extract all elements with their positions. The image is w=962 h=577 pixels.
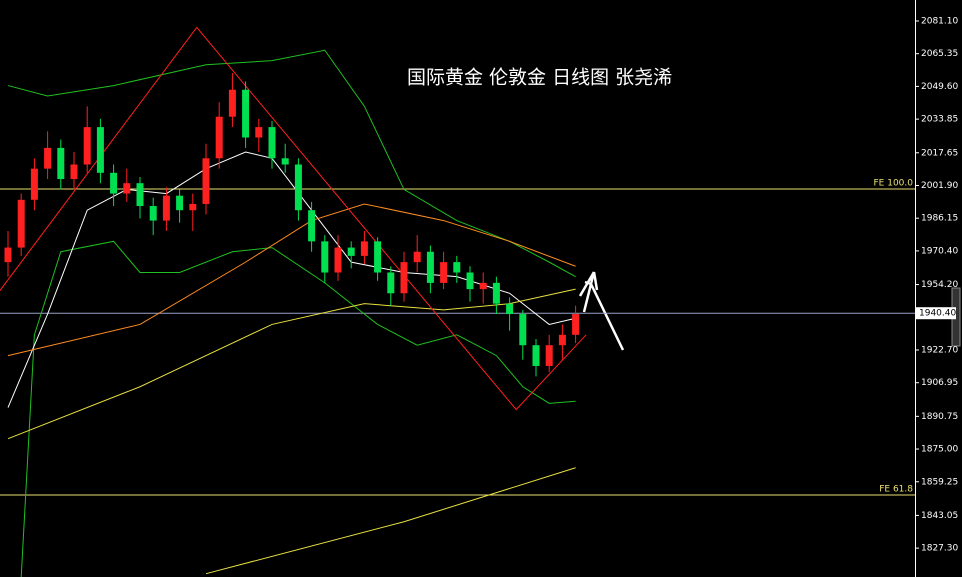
candle-body bbox=[83, 127, 91, 165]
candle-body bbox=[44, 147, 52, 169]
level-label: FE 61.8 bbox=[879, 484, 913, 494]
candle-body bbox=[123, 183, 131, 194]
candle-body bbox=[136, 183, 144, 207]
candle-body bbox=[162, 195, 170, 221]
y-tick-label: 2049.60 bbox=[921, 82, 958, 92]
y-tick-label: 1859.25 bbox=[921, 477, 958, 487]
y-tick-label: 2065.35 bbox=[921, 49, 958, 59]
indicator-line bbox=[7, 203, 576, 357]
candle-body bbox=[70, 164, 78, 180]
candle-body bbox=[334, 247, 342, 273]
y-tick-label: 1986.15 bbox=[921, 214, 958, 224]
candle-body bbox=[479, 282, 487, 290]
candle-body bbox=[400, 262, 408, 294]
candle-body bbox=[374, 241, 382, 273]
candle-body bbox=[17, 199, 25, 248]
candle-body bbox=[466, 272, 474, 290]
y-tick-label: 1954.20 bbox=[921, 280, 958, 290]
candle-body bbox=[387, 272, 395, 294]
indicator-line bbox=[205, 467, 576, 575]
y-tick-label: 2001.90 bbox=[921, 181, 958, 191]
y-tick-label: 1890.75 bbox=[921, 412, 958, 422]
candle-body bbox=[30, 168, 38, 200]
candle-body bbox=[321, 241, 329, 273]
candle-body bbox=[572, 314, 580, 335]
y-tick-label: 1970.40 bbox=[921, 246, 958, 256]
candle-body bbox=[4, 247, 12, 263]
candle-body bbox=[426, 251, 434, 283]
candle-body bbox=[519, 314, 527, 346]
arrow bbox=[578, 271, 625, 351]
y-tick-label: 1875.00 bbox=[921, 445, 958, 455]
candle-body bbox=[347, 247, 355, 256]
candle-body bbox=[242, 89, 250, 138]
candle-body bbox=[506, 303, 514, 315]
candle-body bbox=[215, 116, 223, 159]
y-tick-label: 1906.95 bbox=[921, 378, 958, 388]
candle-body bbox=[281, 158, 289, 165]
candle-body bbox=[149, 206, 157, 221]
candle-body bbox=[453, 262, 461, 273]
candle-body bbox=[176, 195, 184, 211]
y-tick-label: 2033.85 bbox=[921, 115, 958, 125]
price-label: 1940.40 bbox=[919, 309, 956, 319]
candle-body bbox=[255, 127, 263, 138]
candle-body bbox=[360, 241, 368, 256]
candle-body bbox=[545, 345, 553, 366]
candle-body bbox=[558, 334, 566, 346]
candle-body bbox=[413, 251, 421, 263]
candle-body bbox=[294, 164, 302, 211]
price-box bbox=[916, 307, 956, 320]
candle-body bbox=[202, 158, 210, 204]
candle-body bbox=[189, 203, 197, 211]
y-tick-label: 1922.70 bbox=[921, 345, 958, 355]
indicator-line bbox=[20, 240, 576, 577]
candle-body bbox=[532, 345, 540, 366]
y-tick-label: 1843.05 bbox=[921, 511, 958, 521]
chart-title: 国际黄金 伦敦金 日线图 张尧浠 bbox=[407, 67, 672, 89]
level-label: FE 100.0 bbox=[874, 179, 914, 189]
indicator-line bbox=[7, 49, 576, 278]
candle-body bbox=[57, 147, 65, 180]
candle-body bbox=[268, 127, 276, 159]
candle-body bbox=[96, 127, 104, 173]
candle-body bbox=[228, 89, 236, 117]
candle-body bbox=[492, 282, 500, 304]
candle-body bbox=[308, 210, 316, 242]
candle-body bbox=[440, 262, 448, 283]
candle-body bbox=[110, 172, 118, 194]
indicator-line bbox=[0, 26, 587, 411]
y-tick-label: 2081.10 bbox=[921, 16, 958, 26]
y-tick-label: 1827.30 bbox=[921, 544, 958, 554]
y-tick-label: 2017.65 bbox=[921, 148, 958, 158]
